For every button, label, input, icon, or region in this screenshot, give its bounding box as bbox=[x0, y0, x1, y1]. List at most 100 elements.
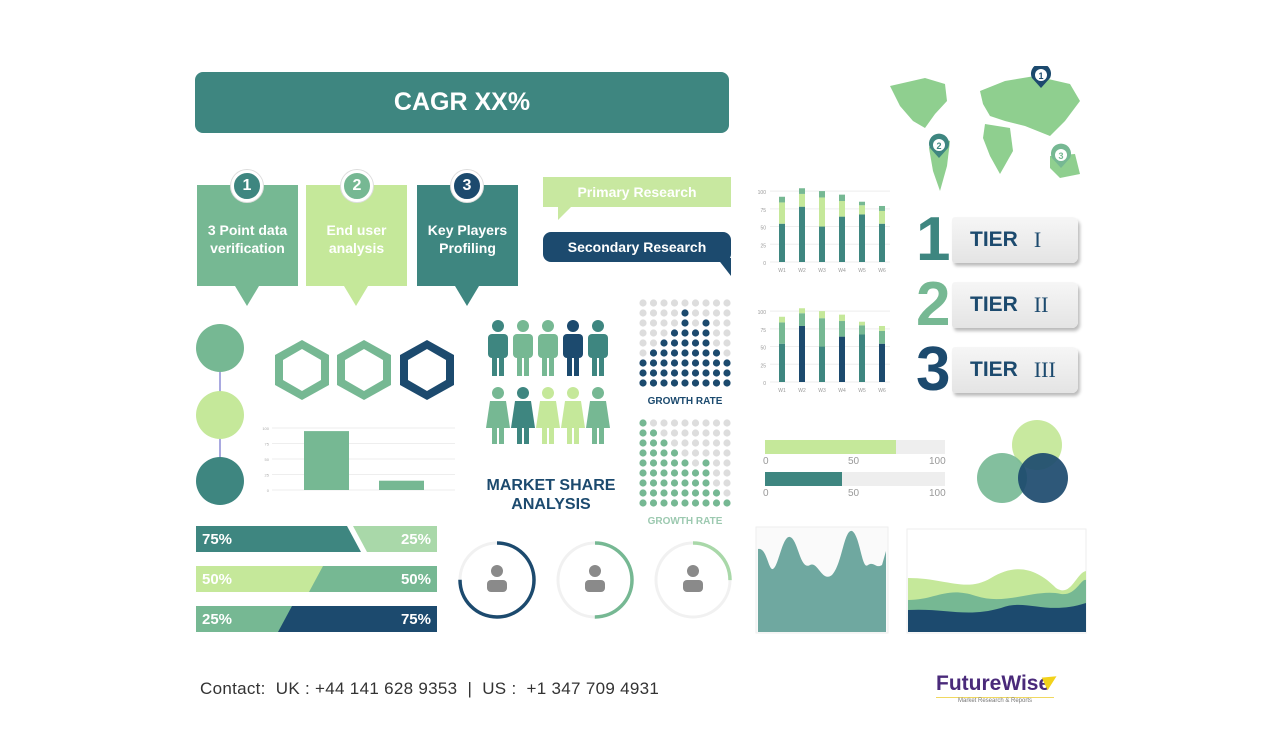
growth-dot bbox=[712, 419, 721, 427]
growth-dot bbox=[702, 319, 710, 327]
bar-segment bbox=[879, 205, 885, 211]
step-label: Key Players Profiling bbox=[427, 221, 508, 256]
bar-segment bbox=[859, 205, 865, 215]
y-tick-label: 0 bbox=[267, 488, 270, 493]
growth-dot bbox=[639, 299, 647, 307]
contact-label: Contact: bbox=[200, 679, 266, 698]
growth-dot bbox=[712, 379, 721, 387]
map-pin: 1 bbox=[1031, 66, 1051, 88]
bar-segment bbox=[879, 223, 885, 262]
y-tick-label: 75 bbox=[760, 208, 766, 214]
ring-progress bbox=[556, 541, 634, 619]
growth-dot bbox=[670, 489, 679, 497]
stacked-bar-chart-2: 0 25 50 75 100 W1 W2 W3 W4 W5 W6 bbox=[758, 308, 890, 394]
growth-dot bbox=[660, 429, 668, 437]
growth-dot bbox=[723, 379, 731, 387]
venn-diagram bbox=[977, 420, 1068, 503]
bar-segment bbox=[799, 206, 805, 262]
growth-dot bbox=[712, 489, 721, 497]
growth-dot bbox=[681, 429, 689, 437]
x-tick-label: W5 bbox=[858, 268, 866, 274]
split-bar-right: 50% bbox=[309, 566, 437, 592]
growth-dot bbox=[723, 499, 731, 507]
step-number-badge: 1 bbox=[231, 170, 263, 202]
growth-dot bbox=[712, 469, 721, 477]
percentage-rings bbox=[458, 541, 732, 619]
futurewise-logo: FutureWise Market Research & Reports bbox=[936, 671, 1066, 704]
split-bar-right: 75% bbox=[278, 606, 437, 632]
growth-dot bbox=[723, 489, 731, 497]
bar-segment bbox=[879, 210, 885, 224]
growth-dot bbox=[712, 349, 721, 357]
growth-dot bbox=[660, 479, 668, 487]
woman-icon bbox=[511, 387, 535, 444]
growth-dot bbox=[670, 429, 679, 437]
growth-dot bbox=[702, 309, 710, 317]
growth-dot bbox=[649, 499, 658, 507]
growth-dot bbox=[649, 429, 658, 437]
cagr-banner: CAGR XX% bbox=[195, 72, 729, 133]
bar-segment bbox=[799, 308, 805, 314]
growth-dot bbox=[702, 369, 710, 377]
growth-dot bbox=[670, 359, 679, 367]
person-icon bbox=[487, 565, 507, 592]
woman-icon bbox=[561, 387, 585, 444]
area-chart-2 bbox=[906, 528, 1087, 634]
growth-dot bbox=[723, 459, 731, 467]
growth-dot bbox=[649, 359, 658, 367]
growth-dot bbox=[681, 479, 689, 487]
growth-dot bbox=[712, 429, 721, 437]
growth-dot bbox=[670, 299, 679, 307]
growth-dot bbox=[723, 479, 731, 487]
bar-segment bbox=[839, 336, 845, 382]
growth-dot bbox=[712, 499, 721, 507]
y-tick-label: 50 bbox=[265, 457, 270, 462]
x-tick-label: W2 bbox=[798, 268, 806, 274]
uk-phone[interactable]: UK : +44 141 628 9353 bbox=[275, 679, 458, 698]
growth-dot bbox=[681, 359, 689, 367]
growth-dot bbox=[723, 359, 731, 367]
man-icon bbox=[488, 320, 508, 376]
growth-dot bbox=[649, 419, 658, 427]
growth-dot bbox=[639, 349, 647, 357]
woman-icon bbox=[536, 387, 560, 444]
bar-segment bbox=[779, 202, 785, 224]
bar-segment bbox=[799, 313, 805, 326]
growth-dot bbox=[660, 459, 668, 467]
person-icon bbox=[683, 565, 703, 592]
growth-dot bbox=[712, 299, 721, 307]
bar bbox=[304, 431, 349, 490]
growth-dot bbox=[712, 369, 721, 377]
step-box-3: Key Players Profiling bbox=[417, 185, 518, 306]
growth-dot bbox=[639, 379, 647, 387]
growth-dot bbox=[723, 339, 731, 347]
growth-dot bbox=[670, 309, 679, 317]
bar-segment bbox=[799, 193, 805, 207]
growth-dot bbox=[712, 449, 721, 457]
growth-dot bbox=[702, 469, 710, 477]
growth-dot bbox=[670, 379, 679, 387]
growth-dot bbox=[681, 309, 689, 317]
growth-dot bbox=[639, 479, 647, 487]
map-pin: 2 bbox=[929, 133, 949, 158]
progress-tick-label: 0 bbox=[763, 488, 769, 499]
growth-dot bbox=[681, 319, 689, 327]
growth-dot bbox=[649, 339, 658, 347]
progress-fill bbox=[765, 472, 843, 486]
growth-dot bbox=[723, 299, 731, 307]
bar-segment bbox=[819, 346, 825, 382]
us-phone[interactable]: US : +1 347 709 4931 bbox=[482, 679, 660, 698]
growth-dot bbox=[712, 439, 721, 447]
growth-dot bbox=[660, 369, 668, 377]
growth-dot bbox=[723, 309, 731, 317]
svg-text:3: 3 bbox=[1058, 151, 1063, 161]
growth-dot-grid-2 bbox=[639, 419, 731, 507]
growth-dot bbox=[660, 499, 668, 507]
tier-number: 1 bbox=[916, 205, 951, 274]
y-tick-label: 100 bbox=[758, 310, 767, 316]
growth-dot bbox=[670, 319, 679, 327]
progress-track bbox=[765, 440, 945, 454]
growth-dot bbox=[712, 479, 721, 487]
progress-tick-label: 50 bbox=[848, 488, 860, 499]
growth-dot bbox=[660, 489, 668, 497]
